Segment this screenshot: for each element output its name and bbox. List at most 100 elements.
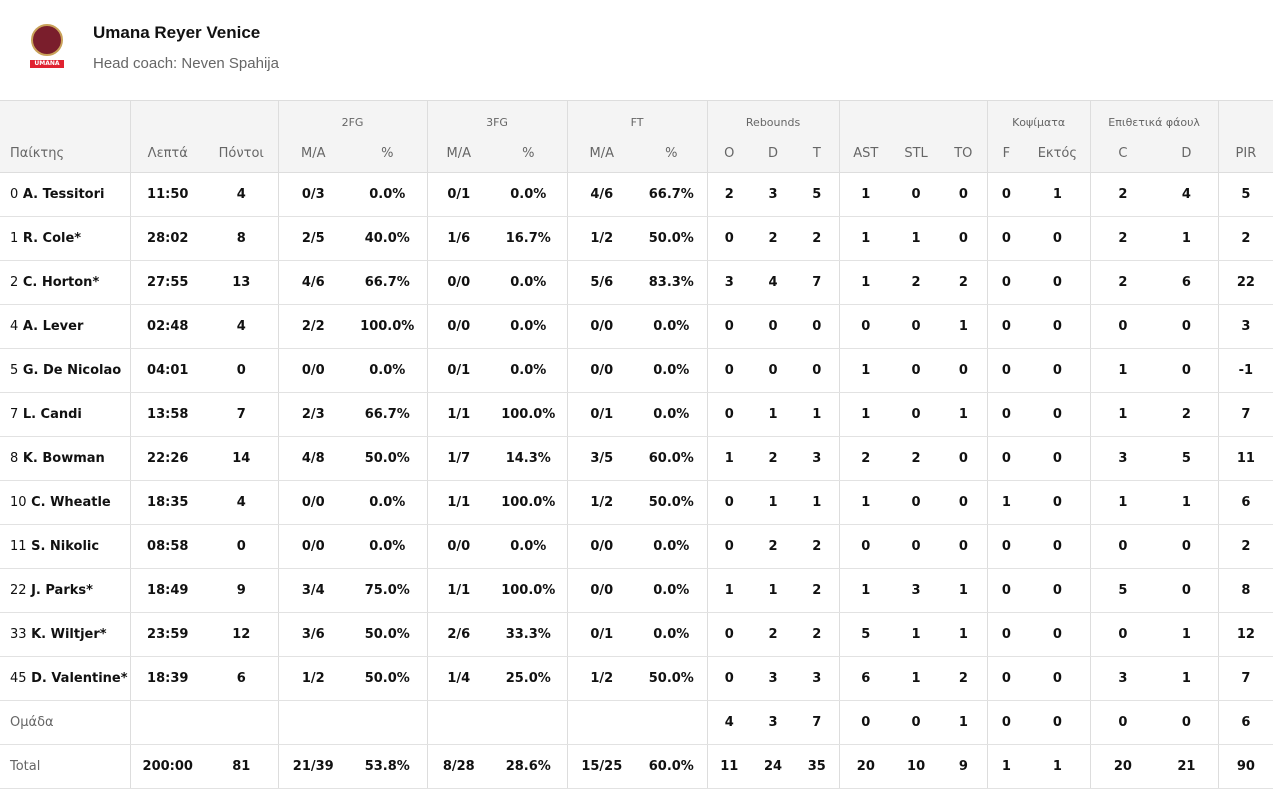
table-row: 1 R. Cole* 28:02 8 2/5 40.0% 1/6 16.7% 1/2 50.0%… [0,216,1273,261]
col-minutes[interactable]: Λεπτά [130,134,205,173]
cell-ast: 0 [839,700,893,745]
cell-pir: 22 [1218,260,1273,305]
cell-pir: 6 [1218,700,1273,745]
player-cell[interactable]: 5 G. De Nicolao [0,348,131,393]
col-reb-d[interactable]: D [751,134,796,173]
player-cell[interactable]: 11 S. Nikolic [0,524,131,569]
cell-pir: 8 [1218,568,1273,613]
cell-blk-f: 1 [987,744,1026,789]
player-cell[interactable]: 8 K. Bowman [0,436,131,481]
col-fg3-pct[interactable]: % [490,134,568,173]
cell-fouls-c: 2 [1090,260,1156,305]
group-ft: FT [567,100,708,135]
cell-pir: 90 [1218,744,1273,789]
cell-fouls-c: 1 [1090,348,1156,393]
player-name[interactable]: A. Lever [22,319,84,334]
cell-ft-pct: 0.0% [636,524,708,569]
head-coach: Head coach: Neven Spahija [93,55,279,72]
cell-ft-pct: 0.0% [636,304,708,349]
boxscore-table: 2FG 3FG FT Rebounds Κοψίματα Επιθετικά φ… [0,100,1273,789]
cell-minutes [130,700,205,745]
col-ast[interactable]: AST [839,134,893,173]
player-name[interactable]: G. De Nicolao [22,363,122,378]
cell-blk-against: 0 [1025,480,1091,525]
col-fouls-c[interactable]: C [1090,134,1156,173]
cell-fouls-c: 0 [1090,524,1156,569]
cell-points: 81 [205,744,279,789]
col-ft-ma[interactable]: M/A [567,134,637,173]
col-blk-against[interactable]: Εκτός [1025,134,1091,173]
player-cell[interactable]: 7 L. Candi [0,392,131,437]
player-name[interactable]: S. Nikolic [31,539,100,554]
col-stl[interactable]: STL [892,134,941,173]
col-pir[interactable]: PIR [1218,134,1273,173]
player-name[interactable]: C. Wheatle [31,495,111,510]
player-name[interactable]: R. Cole* [22,231,82,246]
cell-reb-t: 1 [795,480,840,525]
col-fouls-d[interactable]: D [1155,134,1219,173]
col-reb-t[interactable]: T [795,134,840,173]
cell-fouls-c: 2 [1090,216,1156,261]
col-points[interactable]: Πόντοι [205,134,279,173]
cell-blk-against: 0 [1025,304,1091,349]
player-cell[interactable]: 2 C. Horton* [0,260,131,305]
cell-fg3-ma: 1/1 [427,480,491,525]
cell-fg2-pct: 40.0% [348,216,428,261]
player-cell[interactable]: 10 C. Wheatle [0,480,131,525]
col-fg2-ma[interactable]: M/A [278,134,348,173]
cell-to: 1 [940,304,988,349]
player-name[interactable]: K. Wiltjer* [31,627,107,642]
cell-ft-pct [636,700,708,745]
cell-blk-f: 0 [987,392,1026,437]
player-number: 22 [10,583,27,598]
player-name[interactable]: K. Bowman [22,451,105,466]
cell-points: 4 [205,480,279,525]
player-name[interactable]: D. Valentine* [31,671,128,686]
player-name[interactable]: A. Tessitori [22,187,105,202]
player-cell[interactable]: 0 A. Tessitori [0,172,131,217]
cell-fouls-c: 1 [1090,392,1156,437]
player-cell[interactable]: 33 K. Wiltjer* [0,612,131,657]
cell-fouls-d: 1 [1155,480,1219,525]
cell-reb-o: 0 [707,524,752,569]
player-cell[interactable]: 45 D. Valentine* [0,656,131,701]
cell-reb-t: 2 [795,612,840,657]
cell-blk-f: 1 [987,480,1026,525]
cell-points: 8 [205,216,279,261]
col-fg3-ma[interactable]: M/A [427,134,491,173]
cell-pir: 2 [1218,524,1273,569]
cell-fg2-pct: 0.0% [348,524,428,569]
table-row: 8 K. Bowman 22:26 14 4/8 50.0% 1/7 14.3% 3/5 60.… [0,436,1273,481]
cell-fg2-ma: 3/4 [278,568,348,613]
cell-blk-f: 0 [987,260,1026,305]
player-cell[interactable]: 22 J. Parks* [0,568,131,613]
cell-fg2-pct: 50.0% [348,612,428,657]
col-blk-f[interactable]: F [987,134,1026,173]
cell-minutes: 04:01 [130,348,205,393]
cell-ast: 1 [839,348,893,393]
cell-to: 2 [940,656,988,701]
cell-reb-t: 2 [795,524,840,569]
player-number: 11 [10,539,27,554]
cell-minutes: 08:58 [130,524,205,569]
cell-fg2-pct: 0.0% [348,480,428,525]
player-name[interactable]: L. Candi [22,407,82,422]
cell-blk-against: 0 [1025,612,1091,657]
col-reb-o[interactable]: O [707,134,752,173]
player-name[interactable]: J. Parks* [31,583,93,598]
player-name[interactable]: C. Horton* [22,275,100,290]
table-row: 5 G. De Nicolao 04:01 0 0/0 0.0% 0/1 0.0% 0/0 0.… [0,348,1273,393]
cell-fouls-d: 0 [1155,304,1219,349]
col-player[interactable]: Παίκτης [0,134,131,173]
player-number: 2 [10,275,19,290]
col-fg2-pct[interactable]: % [348,134,428,173]
player-cell[interactable]: 1 R. Cole* [0,216,131,261]
cell-reb-d: 2 [751,436,796,481]
cell-ft-pct: 0.0% [636,392,708,437]
col-to[interactable]: TO [940,134,988,173]
cell-blk-against: 0 [1025,568,1091,613]
col-ft-pct[interactable]: % [636,134,708,173]
cell-blk-f: 0 [987,700,1026,745]
player-cell[interactable]: 4 A. Lever [0,304,131,349]
group-rebounds: Rebounds [707,100,840,135]
